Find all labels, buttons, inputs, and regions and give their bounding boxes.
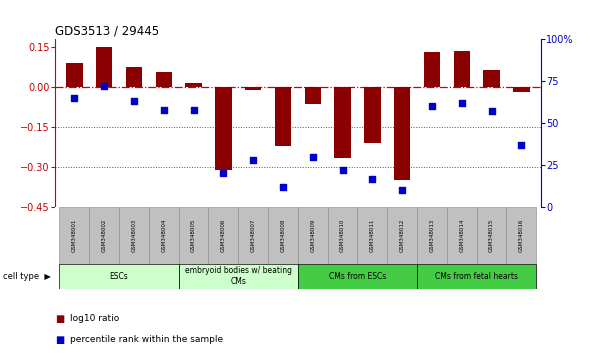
Bar [119,207,149,264]
Point [278,184,288,190]
Bar [215,87,232,170]
Bar [59,264,178,289]
Point [427,103,437,109]
Bar [417,207,447,264]
Text: GSM348010: GSM348010 [340,219,345,252]
Bar [268,207,298,264]
Text: ■: ■ [55,314,64,324]
Bar [208,207,238,264]
Bar [477,207,507,264]
Point [159,107,169,113]
Bar [178,207,208,264]
Text: GDS3513 / 29445: GDS3513 / 29445 [55,25,159,38]
Point [308,154,318,159]
Point [397,188,407,193]
Point [189,107,199,113]
Text: cell type  ▶: cell type ▶ [3,272,51,281]
Bar [156,72,172,87]
Point [367,176,377,181]
Text: GSM348013: GSM348013 [430,219,434,252]
Text: GSM348003: GSM348003 [131,219,136,252]
Point [70,95,79,101]
Text: percentile rank within the sample: percentile rank within the sample [70,335,224,344]
Text: GSM348001: GSM348001 [72,219,77,252]
Bar [59,207,89,264]
Point [99,83,109,89]
Bar [298,264,417,289]
Text: GSM348014: GSM348014 [459,219,464,252]
Bar [424,52,440,87]
Text: ■: ■ [55,335,64,345]
Bar [507,207,536,264]
Point [516,142,526,148]
Bar [89,207,119,264]
Text: GSM348011: GSM348011 [370,219,375,252]
Bar [126,67,142,87]
Point [457,100,467,105]
Text: embryoid bodies w/ beating
CMs: embryoid bodies w/ beating CMs [185,267,292,286]
Bar [238,207,268,264]
Text: log10 ratio: log10 ratio [70,314,120,323]
Text: GSM348012: GSM348012 [400,219,404,252]
Text: CMs from fetal hearts: CMs from fetal hearts [435,272,518,281]
Bar [245,87,262,90]
Bar [304,87,321,104]
Bar [275,87,291,146]
Bar [298,207,327,264]
Bar [357,207,387,264]
Text: GSM348015: GSM348015 [489,219,494,252]
Bar [327,207,357,264]
Bar [513,87,530,92]
Text: GSM348006: GSM348006 [221,219,226,252]
Bar [364,87,381,143]
Bar [417,264,536,289]
Bar [334,87,351,158]
Bar [453,51,470,87]
Text: GSM348002: GSM348002 [101,219,107,252]
Point [219,171,229,176]
Point [338,167,348,173]
Text: GSM348008: GSM348008 [280,219,285,252]
Text: ESCs: ESCs [110,272,128,281]
Text: GSM348007: GSM348007 [251,219,255,252]
Text: GSM348016: GSM348016 [519,219,524,252]
Text: GSM348005: GSM348005 [191,219,196,252]
Bar [387,207,417,264]
Text: CMs from ESCs: CMs from ESCs [329,272,386,281]
Bar [185,83,202,87]
Bar [447,207,477,264]
Bar [394,87,411,181]
Text: GSM348004: GSM348004 [161,219,166,252]
Point [129,98,139,104]
Bar [66,63,82,87]
Point [248,157,258,163]
Bar [483,70,500,87]
Bar [178,264,298,289]
Text: GSM348009: GSM348009 [310,219,315,252]
Bar [96,47,112,87]
Bar [149,207,178,264]
Point [487,108,497,114]
